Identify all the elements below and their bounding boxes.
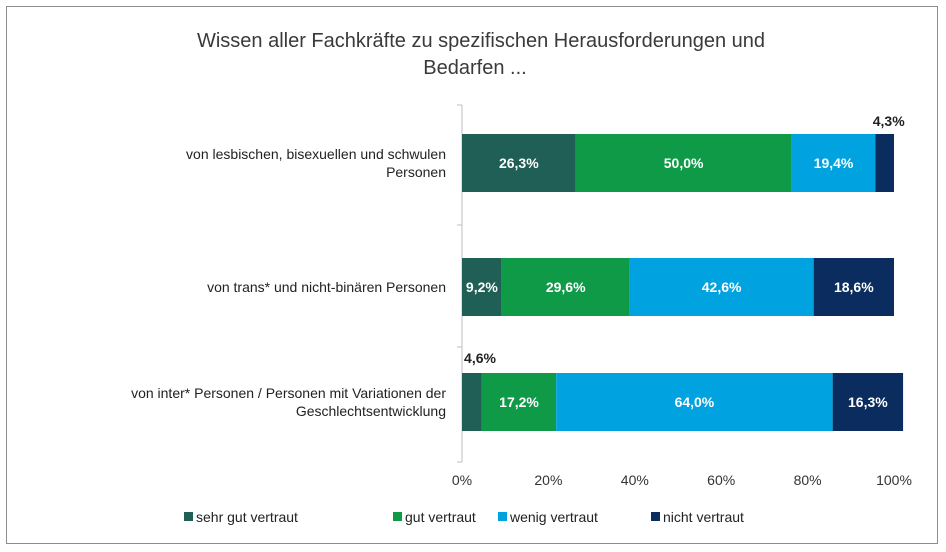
legend-label: sehr gut vertraut: [196, 509, 298, 525]
x-tick-label: 80%: [794, 472, 822, 488]
data-label: 4,6%: [464, 350, 496, 366]
data-label: 17,2%: [499, 394, 539, 410]
bar-segment: [481, 373, 557, 431]
x-tick-label: 0%: [452, 472, 472, 488]
legend-swatch: [184, 512, 193, 521]
data-label: 19,4%: [814, 155, 854, 171]
category-label: von trans* und nicht-binären Personen: [207, 279, 446, 295]
chart-title-line-1: Wissen aller Fachkräfte zu spezifischen …: [197, 30, 765, 52]
data-label: 64,0%: [675, 394, 715, 410]
x-axis-tick-labels: 0% 20% 40% 60% 80% 100%: [452, 472, 912, 488]
bar-segment: [629, 258, 814, 316]
legend-label: gut vertraut: [405, 509, 476, 525]
chart-frame: Wissen aller Fachkräfte zu spezifischen …: [6, 6, 938, 544]
bar-segment: [501, 258, 630, 316]
data-label: 26,3%: [499, 155, 539, 171]
chart-title: Wissen aller Fachkräfte zu spezifischen …: [197, 30, 765, 79]
data-label: 18,6%: [834, 279, 874, 295]
data-label: 16,3%: [848, 394, 888, 410]
stacked-bar-chart: Wissen aller Fachkräfte zu spezifischen …: [131, 30, 912, 525]
legend-label: wenig vertraut: [509, 509, 598, 525]
y-axis: [457, 104, 463, 463]
category-label: Personen: [386, 164, 446, 180]
legend-label: nicht vertraut: [663, 509, 744, 525]
bars: 26,3% 50,0% 19,4% 4,3% 9,2% 29,6% 42,6% 18,6% 4,…: [462, 113, 905, 431]
bar-segment: [556, 373, 833, 431]
data-label: 29,6%: [546, 279, 586, 295]
data-label: 50,0%: [664, 155, 704, 171]
data-label: 4,3%: [873, 113, 905, 129]
bar-segment: [875, 134, 894, 192]
x-tick-label: 40%: [621, 472, 649, 488]
bar-segment: [575, 134, 792, 192]
x-tick-label: 60%: [707, 472, 735, 488]
legend-swatch: [651, 512, 660, 521]
bar-segment: [791, 134, 876, 192]
bar-segment: [462, 258, 502, 316]
data-label: 9,2%: [466, 279, 498, 295]
bar-segment: [462, 134, 576, 192]
bar-segment: [813, 258, 894, 316]
x-tick-label: 20%: [534, 472, 562, 488]
x-tick-label: 100%: [876, 472, 912, 488]
chart-title-line-2: Bedarfen ...: [423, 57, 526, 79]
bar-segment: [462, 373, 482, 431]
legend-swatch: [498, 512, 507, 521]
bar-segment: [832, 373, 904, 431]
category-label: von inter* Personen / Personen mit Varia…: [131, 385, 446, 401]
legend-swatch: [393, 512, 402, 521]
category-label: Geschlechtsentwicklung: [296, 403, 446, 419]
legend: sehr gut vertraut gut vertraut wenig vertr…: [184, 509, 744, 525]
category-label: von lesbischen, bisexuellen und schwulen: [186, 146, 446, 162]
category-labels: von lesbischen, bisexuellen und schwulen…: [131, 146, 446, 419]
data-label: 42,6%: [702, 279, 742, 295]
